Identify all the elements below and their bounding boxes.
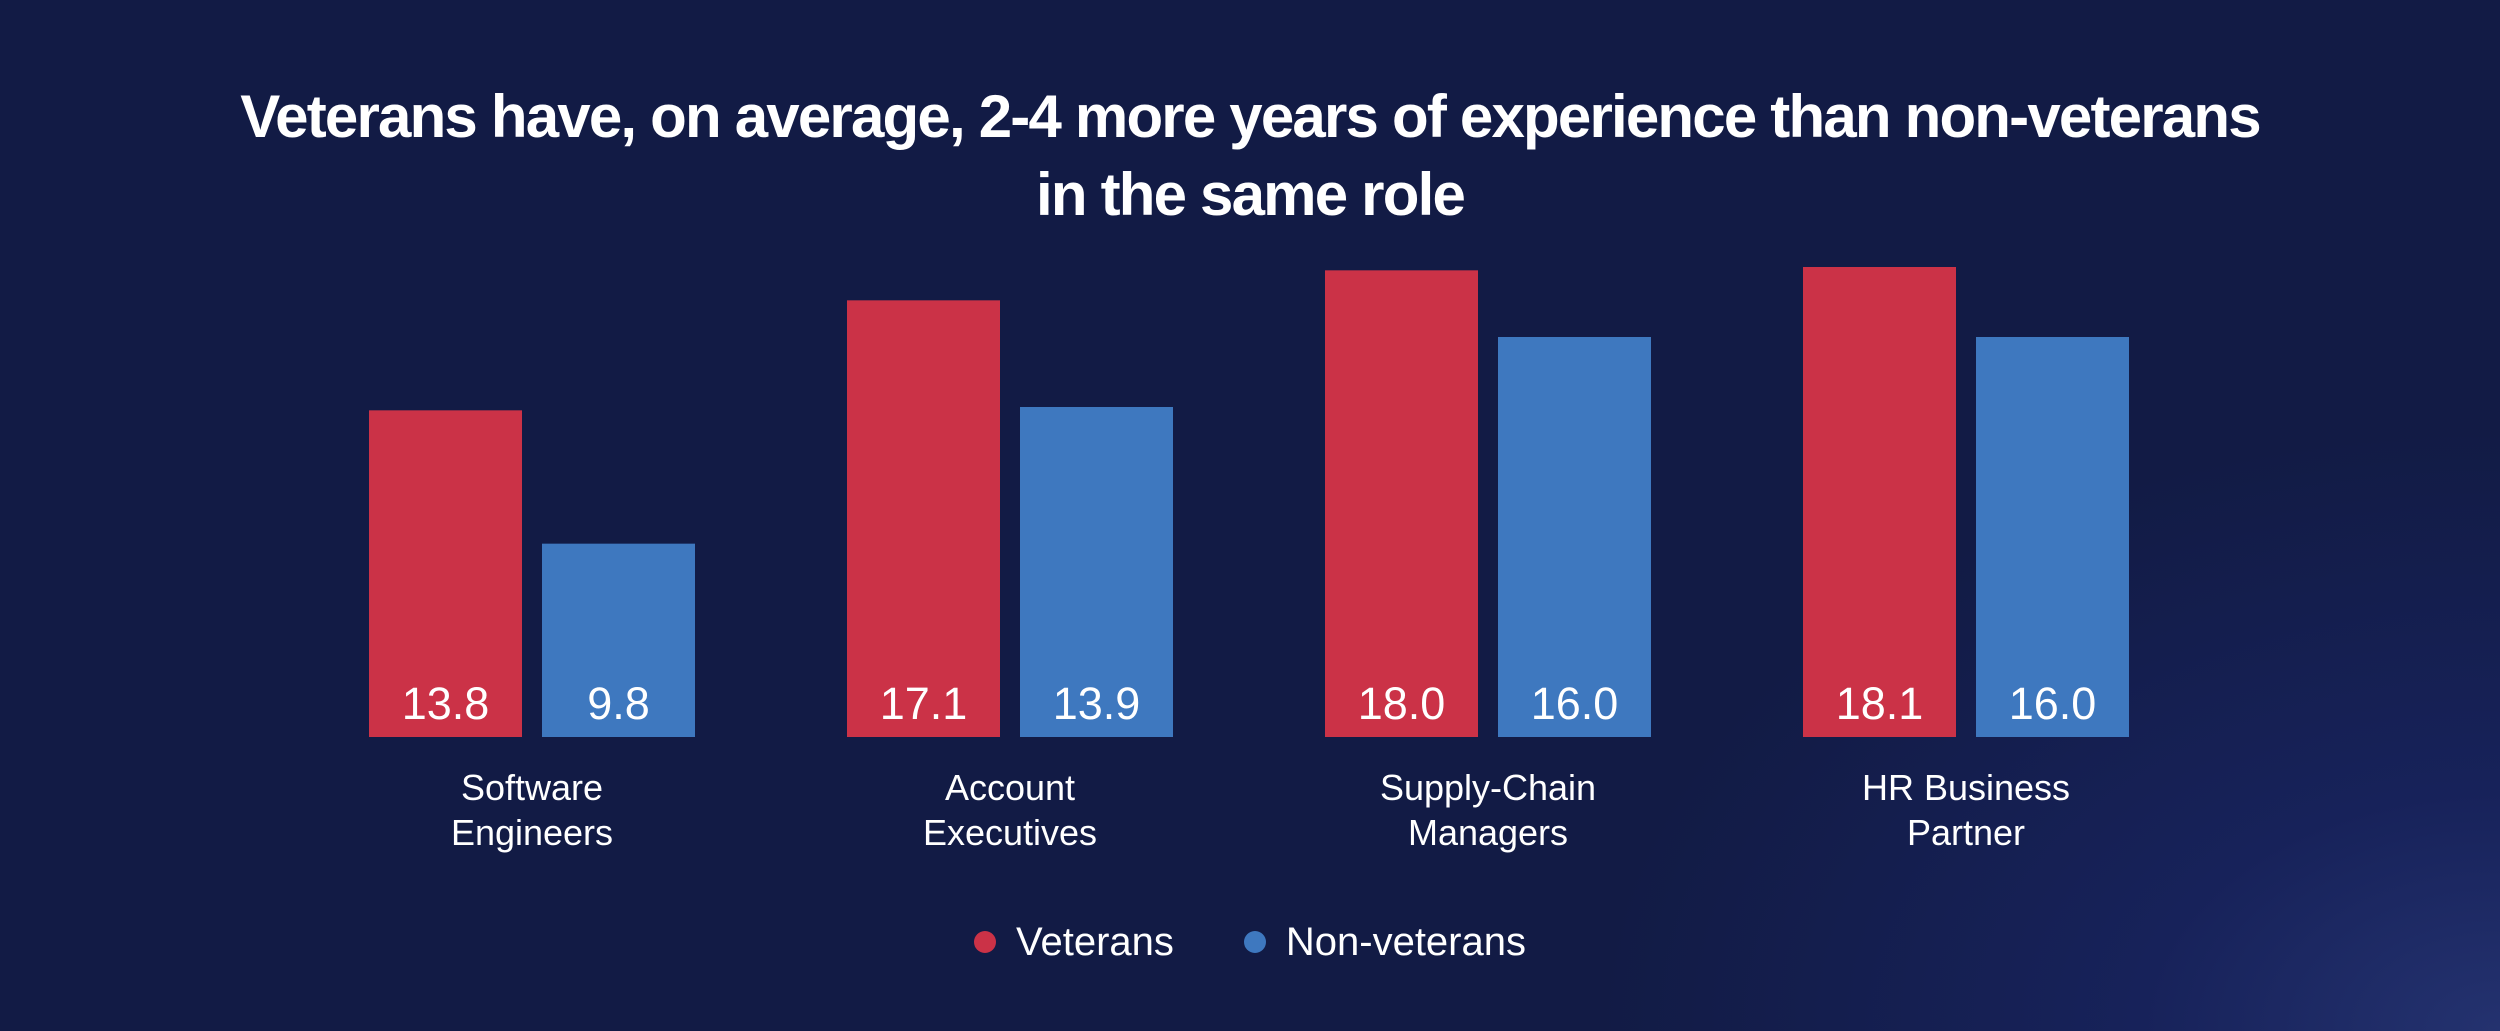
legend-label-non-veterans: Non-veterans (1285, 919, 1526, 964)
bar-non-veterans-supply-chain-managers[interactable] (1498, 337, 1651, 737)
bar-veterans-software-engineers[interactable] (369, 410, 522, 737)
category-label-software-engineers-line-1: Software (461, 767, 603, 808)
legend-item-veterans[interactable]: Veterans (973, 919, 1174, 965)
legend-label-veterans: Veterans (1015, 919, 1174, 964)
bar-non-veterans-hr-business-partner[interactable] (1976, 337, 2129, 737)
value-label-veterans-account-executives: 17.1 (880, 678, 968, 729)
chart-title-line-2: in the same role (1035, 161, 1466, 228)
value-label-non-veterans-hr-business-partner: 16.0 (2009, 678, 2097, 729)
chart-title-line-1: Veterans have, on average, 2-4 more year… (240, 83, 2261, 150)
category-label-supply-chain-managers-line-1: Supply-Chain (1380, 767, 1596, 808)
bar-veterans-supply-chain-managers[interactable] (1325, 270, 1478, 737)
legend-dot-veterans (973, 931, 996, 953)
legend: Veterans Non-veterans (0, 912, 2500, 972)
category-label-hr-business-partner-line-1: HR Business (1862, 767, 2070, 808)
category-label-account-executives-line-1: Account (945, 767, 1075, 808)
value-label-non-veterans-supply-chain-managers: 16.0 (1531, 678, 1619, 729)
legend-dot-non-veterans (1243, 931, 1266, 953)
value-label-non-veterans-software-engineers: 9.8 (587, 678, 650, 729)
chart-title: Veterans have, on average, 2-4 more year… (0, 78, 2500, 234)
bars-layer (369, 267, 2129, 737)
bar-veterans-account-executives[interactable] (847, 300, 1000, 737)
value-label-veterans-software-engineers: 13.8 (402, 678, 490, 729)
category-label-hr-business-partner-line-2: Partner (1907, 812, 2025, 853)
bar-non-veterans-account-executives[interactable] (1020, 407, 1173, 737)
bar-non-veterans-software-engineers[interactable] (542, 543, 695, 737)
category-label-supply-chain-managers-line-2: Managers (1408, 812, 1568, 853)
bar-veterans-hr-business-partner[interactable] (1803, 267, 1956, 737)
category-label-software-engineers-line-2: Engineers (451, 812, 613, 853)
value-labels-layer: 13.8 9.8 17.1 13.9 18.0 16.0 18.1 16.0 (402, 678, 2097, 729)
category-label-account-executives-line-2: Executives (923, 812, 1097, 853)
value-label-non-veterans-account-executives: 13.9 (1053, 678, 1141, 729)
legend-item-non-veterans[interactable]: Non-veterans (1243, 919, 1526, 965)
value-label-veterans-hr-business-partner: 18.1 (1836, 678, 1924, 729)
value-label-veterans-supply-chain-managers: 18.0 (1358, 678, 1446, 729)
